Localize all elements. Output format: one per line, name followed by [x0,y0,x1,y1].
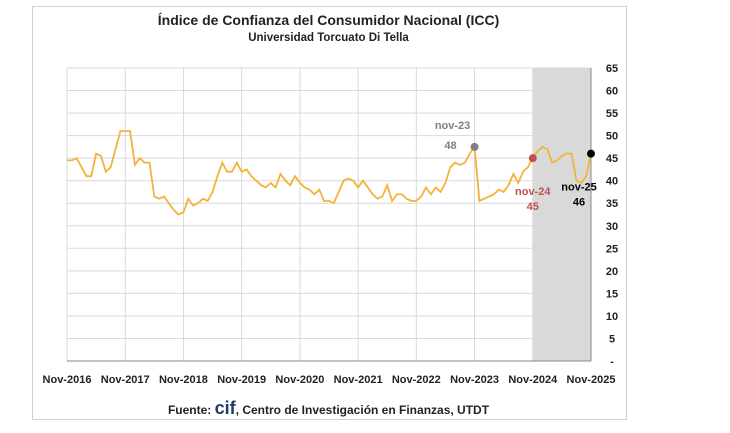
annotation-label: nov-24 [515,186,551,198]
y-tick-label: 10 [606,311,618,323]
marker-nov-23 [470,142,479,151]
annotation-value: 48 [444,140,456,152]
y-tick-label: 30 [606,221,618,233]
shaded-period [532,68,591,361]
x-tick-label: Nov-2019 [217,374,266,386]
y-tick-label: 25 [606,243,618,255]
x-tick-label: Nov-2016 [43,374,92,386]
x-tick-label: Nov-2021 [334,374,383,386]
y-tick-label: 55 [606,108,618,120]
y-tick-label: 40 [606,176,618,188]
source-text: , Centro de Investigación en Finanzas, U… [235,403,490,417]
x-tick-label: Nov-2023 [450,374,499,386]
y-tick-label: 45 [606,153,618,165]
icc-series-line [67,130,592,216]
y-tick-label: - [610,356,614,368]
x-tick-label: Nov-2017 [101,374,150,386]
x-tick-label: Nov-2020 [275,374,324,386]
chart-title: Índice de Confianza del Consumidor Nacio… [157,12,500,28]
x-tick-label: Nov-2024 [508,374,558,386]
x-tick-label: Nov-2022 [392,374,441,386]
marker-nov-24 [528,154,537,163]
y-tick-label: 5 [609,333,615,345]
annotation-value: 45 [527,201,539,213]
y-tick-label: 20 [606,266,618,278]
annotation-label: nov-23 [435,120,470,132]
cif-logo: cif [214,398,236,418]
source-note: Fuente: cif, Centro de Investigación en … [32,398,625,419]
y-tick-label: 50 [606,131,618,143]
chart-subtitle: Universidad Torcuato Di Tella [248,32,409,44]
marker-nov-25 [587,149,595,158]
y-tick-label: 35 [606,198,618,210]
source-prefix: Fuente: [167,403,215,417]
y-tick-label: 15 [606,288,618,300]
chart-frame [32,6,627,420]
x-tick-label: Nov-2018 [159,374,208,386]
y-tick-label: 65 [606,63,618,75]
annotation-label: nov-25 [561,182,596,194]
annotation-value: 46 [573,197,585,209]
y-tick-label: 60 [606,86,618,98]
x-tick-label: Nov-2025 [567,374,616,386]
